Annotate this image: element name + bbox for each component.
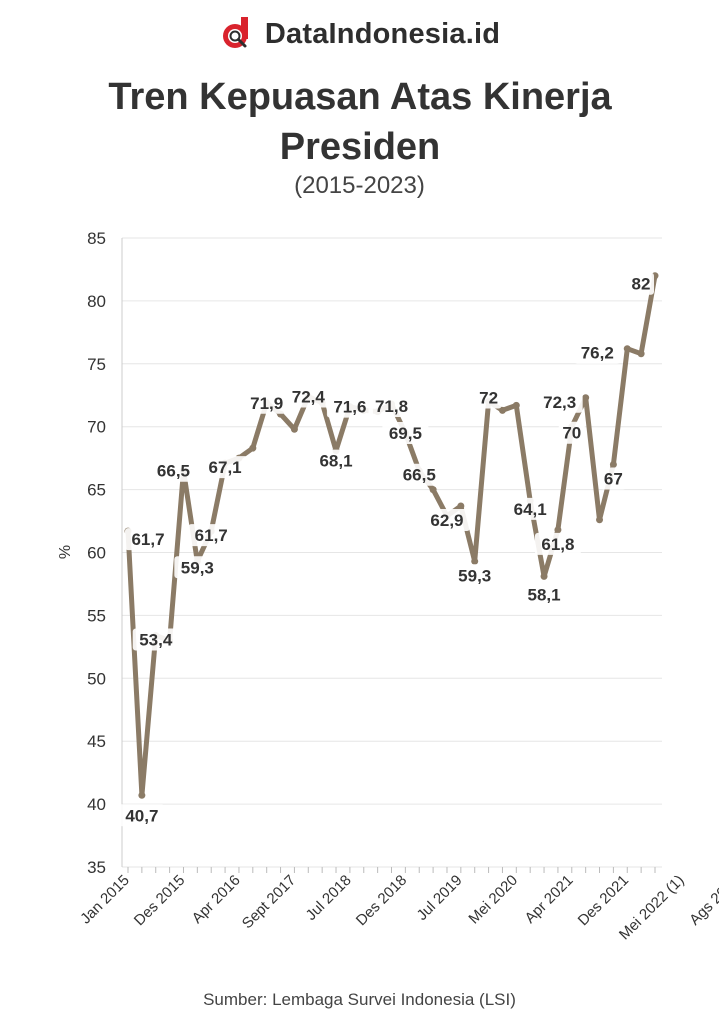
x-tick-label: Apr 2021	[522, 872, 577, 927]
data-label: 61,7	[195, 526, 228, 545]
x-tick-label: Jul 2018	[303, 872, 355, 924]
data-label-bg	[243, 391, 290, 414]
data-label: 66,5	[157, 462, 190, 481]
data-label: 53,4	[139, 631, 173, 650]
data-label-bg	[188, 524, 235, 547]
data-label-bg	[600, 467, 627, 490]
data-label-bg	[285, 385, 332, 408]
magnifier-d-logo-icon	[222, 17, 248, 48]
data-label-bg	[521, 583, 568, 606]
chart-title: Tren Kepuasan Atas Kinerja Presiden	[108, 76, 612, 168]
x-tick-label: Ags 2022	[686, 872, 719, 929]
data-label: 71,8	[375, 397, 408, 416]
brand-name: DataIndonesia.id	[264, 17, 501, 50]
data-label: 62,9	[430, 511, 463, 530]
data-point	[637, 350, 645, 358]
data-label-bg	[475, 386, 502, 409]
data-label-bg	[125, 528, 171, 551]
x-tick-label: Jul 2019	[414, 872, 466, 924]
data-label: 58,1	[528, 585, 561, 604]
data-label-bg	[423, 509, 470, 532]
y-tick-label: 40	[87, 795, 106, 814]
data-label-bg	[451, 564, 498, 587]
data-label-bg	[326, 395, 373, 418]
data-point	[249, 444, 257, 452]
x-tick-label: Mei 2020	[465, 872, 521, 928]
y-tick-label: 60	[87, 544, 106, 563]
data-label: 61,7	[131, 530, 164, 549]
data-label: 72	[479, 389, 498, 408]
data-label-bg	[150, 459, 197, 482]
data-label: 66,5	[403, 466, 436, 485]
y-tick-label: 80	[87, 292, 106, 311]
data-label: 59,3	[458, 566, 491, 585]
x-tick-label: Des 2015	[131, 872, 188, 929]
x-tick-label: Apr 2016	[189, 872, 244, 927]
y-tick-label: 45	[87, 732, 106, 751]
data-label: 67,1	[209, 458, 242, 477]
x-tick-label: Des 2018	[353, 872, 410, 929]
y-axis-label: %	[57, 545, 74, 559]
data-label-bg	[628, 272, 654, 295]
data-point	[623, 345, 631, 353]
data-label-bg	[202, 456, 249, 479]
data-point	[609, 460, 617, 468]
data-label: 70	[562, 424, 581, 443]
data-point	[498, 406, 506, 414]
data-point	[471, 557, 479, 565]
source-note: Sumber: Lembaga Survei Indonesia (LSI)	[203, 990, 516, 1009]
y-tick-label: 70	[87, 418, 106, 437]
data-point	[512, 401, 520, 409]
x-tick-label: Sept 2017	[239, 872, 299, 932]
data-point	[457, 502, 465, 510]
data-label-bg	[558, 421, 585, 444]
y-tick-label: 55	[87, 606, 106, 625]
x-tick-label: Jan 2015	[77, 872, 133, 928]
y-tick-label: 50	[87, 669, 106, 688]
data-label-bg	[118, 804, 165, 827]
data-label-bg	[536, 390, 583, 413]
chart-subtitle: (2015-2023)	[294, 172, 425, 199]
data-label: 64,1	[514, 500, 547, 519]
data-label-bg	[132, 628, 179, 651]
data-label: 71,9	[250, 394, 283, 413]
data-label: 61,8	[541, 535, 574, 554]
data-label: 72,3	[543, 393, 576, 412]
brand-header: DataIndonesia.id	[0, 14, 719, 54]
data-label: 71,6	[333, 398, 366, 417]
data-point	[429, 486, 437, 494]
data-label-bg	[534, 532, 581, 555]
y-tick-label: 85	[87, 229, 106, 248]
data-label-bg	[382, 421, 429, 444]
data-label-bg	[396, 463, 443, 486]
y-tick-label: 65	[87, 481, 106, 500]
x-tick-label: Des 2021	[575, 872, 632, 929]
data-point	[290, 425, 298, 433]
data-label-bg	[574, 341, 621, 364]
data-label: 76,2	[581, 344, 614, 363]
data-label-bg	[174, 556, 221, 579]
data-label-bg	[368, 395, 415, 418]
data-label: 82	[632, 275, 651, 294]
data-point	[582, 394, 590, 402]
data-point	[540, 572, 548, 580]
data-label: 59,3	[181, 558, 214, 577]
data-label: 69,5	[389, 424, 422, 443]
y-tick-label: 75	[87, 355, 106, 374]
data-point	[554, 526, 562, 534]
data-point	[138, 791, 146, 799]
y-tick-label: 35	[87, 858, 106, 877]
data-label: 40,7	[125, 806, 158, 825]
data-label: 68,1	[319, 452, 352, 471]
data-label: 72,4	[292, 388, 326, 407]
data-point	[596, 516, 604, 524]
data-label-bg	[507, 497, 554, 520]
data-label-bg	[313, 449, 360, 472]
data-label: 67	[604, 469, 623, 488]
